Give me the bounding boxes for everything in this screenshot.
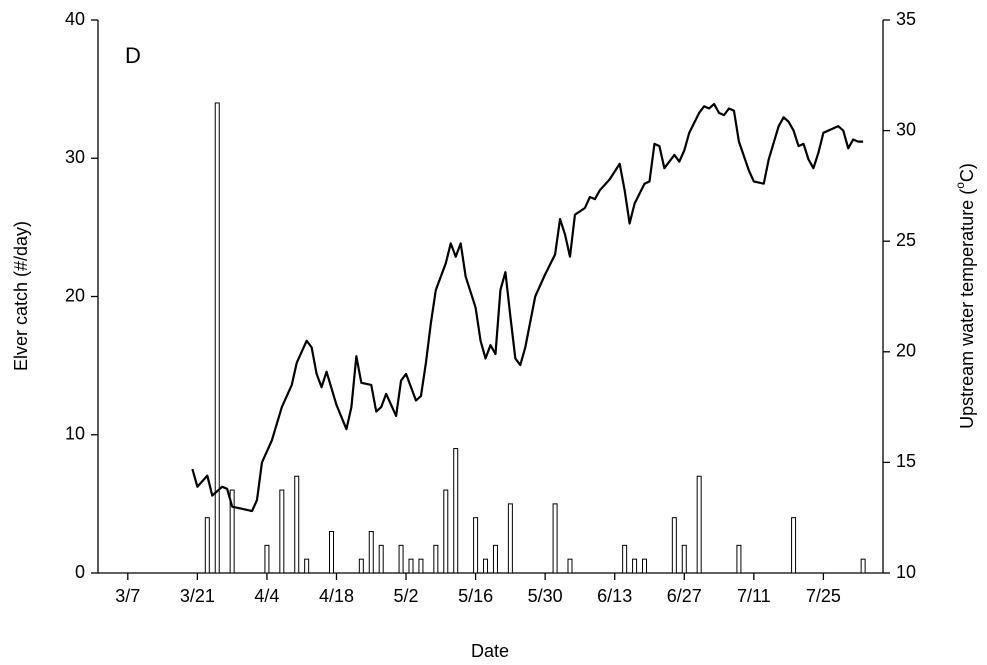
bar <box>304 558 310 574</box>
bar <box>642 558 648 574</box>
y2-label-sup: o <box>953 182 967 189</box>
bar <box>473 517 479 574</box>
x-tick-label: 5/16 <box>458 586 493 606</box>
bar <box>681 544 687 574</box>
y2-tick-label: 25 <box>896 230 916 250</box>
bar <box>696 475 702 574</box>
bar <box>492 544 498 574</box>
bar <box>214 102 220 574</box>
x-tick-label: 3/7 <box>115 586 140 606</box>
bar <box>860 558 866 574</box>
bar <box>507 503 513 574</box>
bar <box>483 558 489 574</box>
bar <box>443 489 449 574</box>
bar <box>671 517 677 574</box>
y2-label-text: Upstream water temperature ( <box>957 189 977 429</box>
bar <box>329 531 335 574</box>
bar <box>294 475 300 574</box>
bar <box>408 558 414 574</box>
bar <box>736 544 742 574</box>
bar <box>453 448 459 574</box>
bar <box>378 544 384 574</box>
y2-tick-label: 35 <box>896 9 916 29</box>
bar <box>279 489 285 574</box>
y-tick-label: 0 <box>75 562 85 582</box>
x-tick-label: 4/4 <box>254 586 279 606</box>
bar <box>622 544 628 574</box>
y2-tick-label: 20 <box>896 341 916 361</box>
x-tick-label: 4/18 <box>319 586 354 606</box>
bar <box>358 558 364 574</box>
bar <box>264 544 270 574</box>
x-tick-label: 6/27 <box>667 586 702 606</box>
x-tick-label: 5/30 <box>528 586 563 606</box>
y2-tick-label: 15 <box>896 451 916 471</box>
temperature-line <box>191 102 864 513</box>
bar <box>567 558 573 574</box>
x-tick-label: 7/25 <box>806 586 841 606</box>
x-tick-label: 5/2 <box>394 586 419 606</box>
y-axis-label: Elver catch (#/day) <box>11 221 31 371</box>
bar <box>418 558 424 574</box>
y-tick-label: 30 <box>65 147 85 167</box>
y-tick-label: 20 <box>65 285 85 305</box>
bar <box>204 517 210 574</box>
y-tick-label: 10 <box>65 424 85 444</box>
x-axis-label: Date <box>471 641 509 661</box>
y-tick-label: 40 <box>65 9 85 29</box>
x-tick-label: 3/21 <box>180 586 215 606</box>
y2-axis-label: Upstream water temperature (oC) <box>953 163 977 429</box>
bar <box>632 558 638 574</box>
y2-label-tail: C) <box>957 163 977 182</box>
bar <box>398 544 404 574</box>
y2-tick-label: 30 <box>896 119 916 139</box>
y2-tick-label: 10 <box>896 562 916 582</box>
bar <box>368 531 374 574</box>
bar <box>433 544 439 574</box>
bar <box>229 489 235 574</box>
x-tick-label: 7/11 <box>737 586 771 606</box>
panel-label: D <box>125 43 141 68</box>
bar <box>552 503 558 574</box>
bar <box>791 517 797 574</box>
x-tick-label: 6/13 <box>597 586 632 606</box>
